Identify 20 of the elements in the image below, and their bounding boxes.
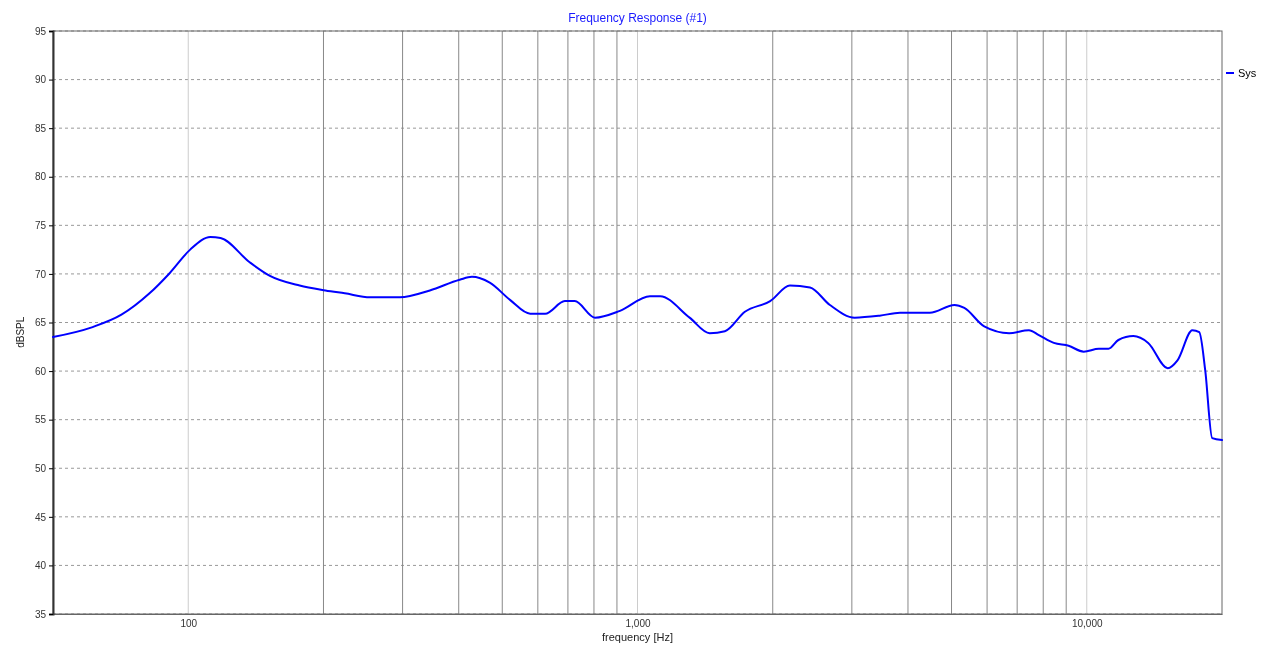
- y-tick-label: 50: [34, 462, 47, 474]
- y-tick-label: 35: [34, 608, 47, 620]
- y-tick-label: 80: [34, 171, 47, 183]
- x-tick-label: 100: [180, 618, 198, 630]
- legend-label: Sys: [1238, 67, 1257, 79]
- y-tick-label: 45: [34, 511, 47, 523]
- x-tick-label: 10,000: [1071, 618, 1103, 630]
- chart-title: Frequency Response (#1): [568, 11, 707, 25]
- y-tick-label: 95: [34, 25, 47, 37]
- y-axis-title: dBSPL: [15, 316, 26, 348]
- y-tick-label: 90: [34, 74, 47, 86]
- y-tick-label: 85: [34, 122, 47, 134]
- y-tick-label: 75: [34, 220, 47, 232]
- y-tick-label: 70: [34, 268, 47, 280]
- x-tick-label: 1,000: [625, 618, 651, 630]
- y-tick-label: 65: [34, 317, 47, 329]
- y-tick-label: 60: [34, 365, 47, 377]
- y-tick-label: 40: [34, 560, 47, 572]
- x-axis-title: frequency [Hz]: [602, 631, 673, 643]
- y-tick-label: 55: [34, 414, 47, 426]
